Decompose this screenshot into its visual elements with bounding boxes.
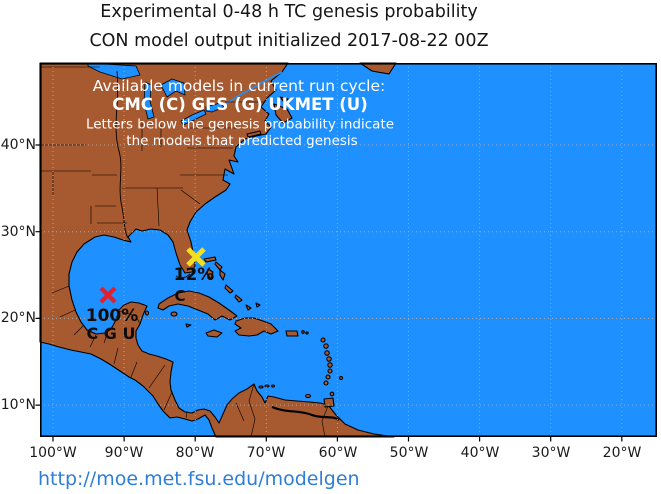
- island-long-island: [246, 130, 262, 138]
- island-grand-bahama: [203, 256, 217, 263]
- chart-title: Experimental 0-48 h TC genesis probabili…: [100, 2, 478, 22]
- island-grenadines: [325, 374, 331, 380]
- island-hispaniola: [234, 317, 279, 337]
- overlay-note-line1: Letters below the genesis probability in…: [86, 117, 394, 133]
- x-tick-label-40w: 40°W: [460, 445, 500, 461]
- island-guadeloupe: [323, 343, 329, 349]
- island-eleuthera: [219, 269, 226, 281]
- island-virgin-2: [305, 331, 309, 335]
- y-tick-label-10n: 10°N: [0, 397, 36, 413]
- island-andros: [206, 268, 214, 280]
- island-aruba: [258, 385, 264, 389]
- gridlines: [40, 63, 657, 437]
- chart-subtitle: CON model output initialized 2017-08-22 …: [89, 31, 489, 51]
- island-st-vincent: [327, 368, 333, 374]
- island-crooked: [234, 294, 243, 303]
- lake-michigan: [143, 81, 155, 120]
- island-puerto-rico: [285, 330, 299, 337]
- st-lawrence-river-water: [223, 71, 283, 106]
- island-inagua: [245, 304, 252, 311]
- axis-ticks-bottom: [52, 437, 623, 442]
- genesis-marker-red-x: [99, 286, 117, 304]
- mainland-americas: [39, 62, 395, 438]
- x-tick-label-30w: 30°W: [531, 445, 571, 461]
- source-url-link[interactable]: http://moe.met.fsu.edu/modelgen: [38, 468, 360, 490]
- island-curacao: [264, 384, 270, 388]
- genesis-probability-12: 12%: [174, 265, 215, 285]
- island-antigua: [320, 337, 326, 343]
- y-tick-label-30n: 30°N: [0, 224, 36, 240]
- y-tick-label-20n: 20°N: [0, 310, 36, 326]
- florida-keys: [175, 273, 191, 279]
- island-jamaica: [205, 329, 223, 338]
- island-pei: [279, 96, 289, 103]
- x-tick-label-60w: 60°W: [318, 445, 358, 461]
- island-st-lucia: [327, 362, 333, 368]
- genesis-models-cgu: C G U: [86, 324, 135, 343]
- x-tick-label-50w: 50°W: [389, 445, 429, 461]
- x-tick-label-90w: 90°W: [104, 445, 144, 461]
- island-bonaire: [270, 384, 276, 388]
- map-frame: [40, 63, 658, 437]
- x-tick-label-20w: 20°W: [602, 445, 642, 461]
- island-tobago: [329, 391, 335, 397]
- island-isla-juventud: [170, 311, 178, 317]
- island-margarita: [304, 393, 312, 399]
- lake-erie: [180, 109, 207, 126]
- island-barbados: [338, 375, 344, 381]
- orinoco-river: [271, 405, 340, 421]
- axis-ticks-left: [35, 144, 40, 406]
- overlay-note-line2: the models that predicted genesis: [126, 133, 357, 149]
- x-tick-label-80w: 80°W: [175, 445, 215, 461]
- overlay-model-list: CMC (C) GFS (G) UKMET (U): [112, 95, 367, 114]
- y-tick-label-40n: 40°N: [0, 137, 36, 153]
- island-cayman: [185, 323, 192, 328]
- mississippi-river: [115, 70, 129, 239]
- map-canvas: 100% C G U 12% C Available models in cur…: [35, 62, 658, 442]
- island-cozumel: [144, 310, 150, 316]
- island-turks: [255, 302, 261, 308]
- island-grenada: [323, 380, 329, 386]
- x-tick-label-100w: 100°W: [29, 445, 77, 461]
- genesis-models-c: C: [174, 287, 185, 305]
- lake-ontario: [205, 102, 225, 113]
- island-martinique: [326, 356, 332, 362]
- genesis-marker-yellow-x: [186, 247, 206, 267]
- island-dominica: [324, 350, 330, 356]
- lake-superior: [87, 62, 141, 80]
- overlay-available-models: Available models in current run cycle:: [93, 77, 385, 95]
- genesis-probability-100: 100%: [86, 306, 139, 326]
- lake-huron: [160, 78, 186, 98]
- island-cuba: [157, 290, 238, 321]
- island-nova-scotia: [273, 103, 293, 124]
- island-virgin-1: [301, 330, 305, 334]
- island-long-bahama: [224, 284, 234, 294]
- island-trinidad: [323, 397, 335, 408]
- x-tick-label-70w: 70°W: [246, 445, 286, 461]
